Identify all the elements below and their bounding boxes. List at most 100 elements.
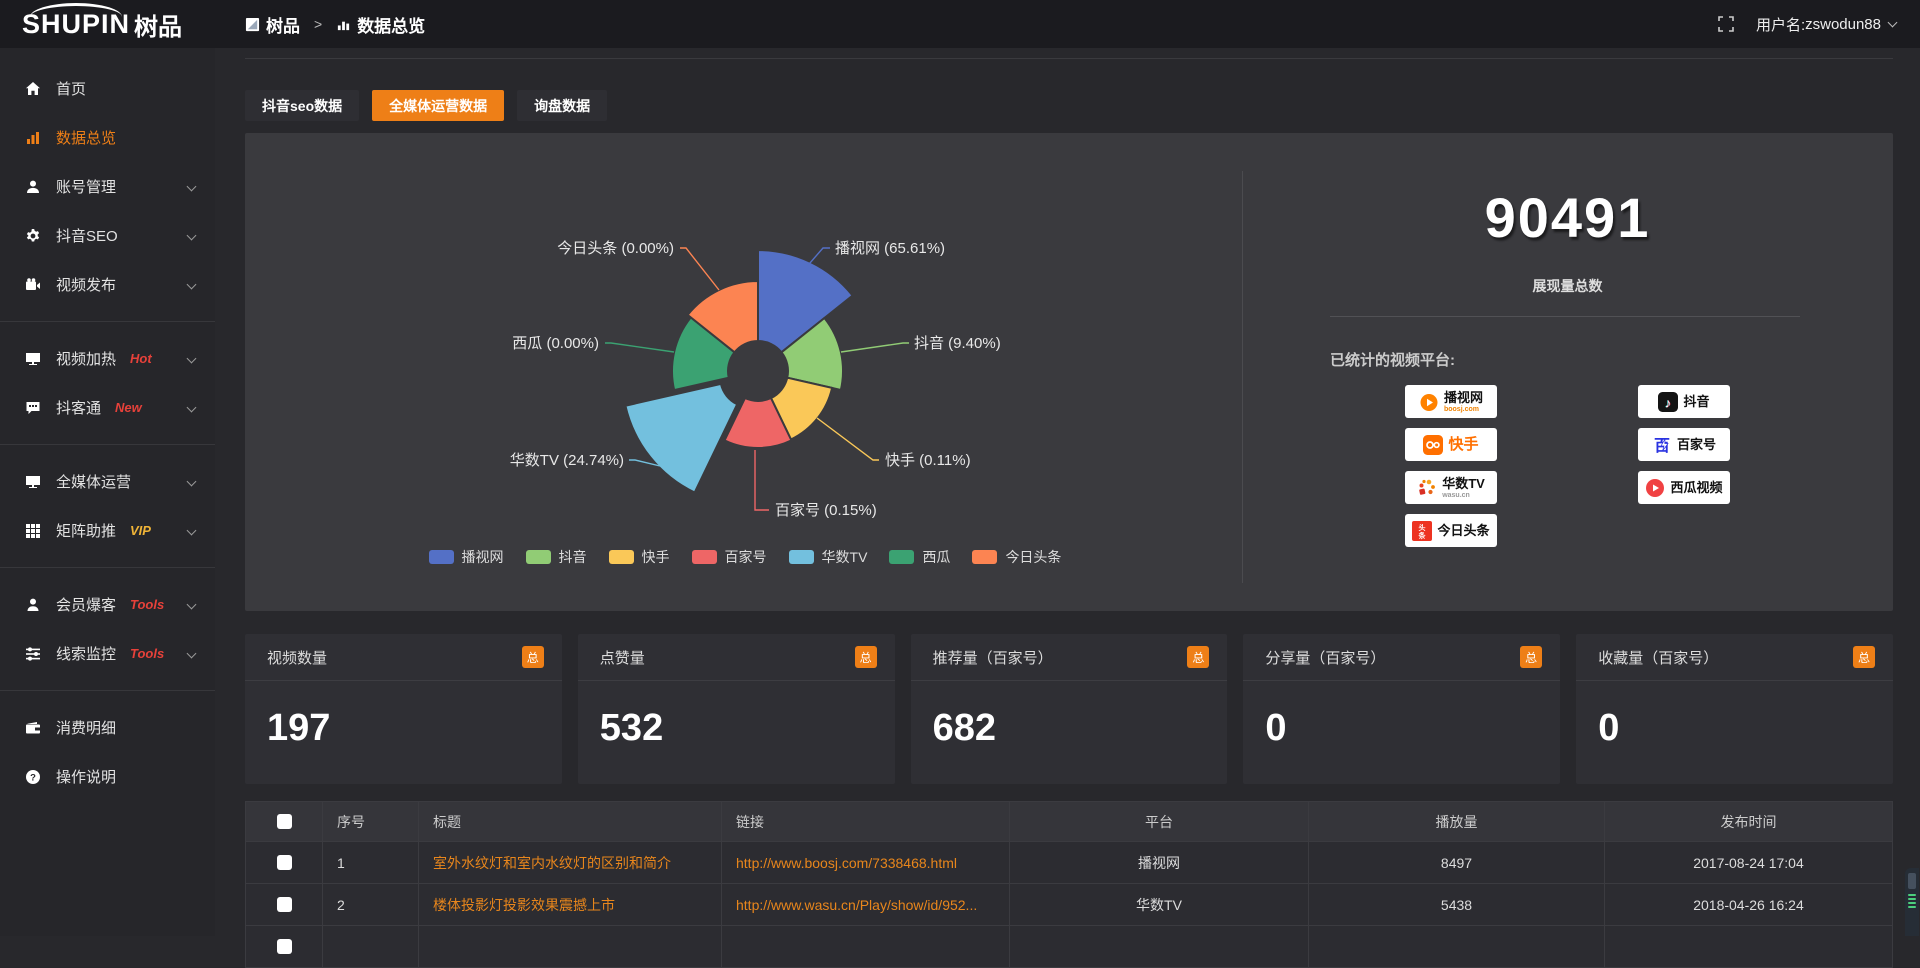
legend-label: 今日头条 <box>1005 547 1061 567</box>
tab-询盘数据[interactable]: 询盘数据 <box>517 90 607 121</box>
cell-platform <box>1010 926 1309 968</box>
data-tabs: 抖音seo数据全媒体运营数据询盘数据 <box>245 90 1893 121</box>
legend-item-西瓜[interactable]: 西瓜 <box>889 547 950 567</box>
cell-title[interactable] <box>419 926 722 968</box>
row-select-cell <box>246 926 323 968</box>
sidebar-divider <box>0 321 215 322</box>
app-square-icon <box>245 17 260 32</box>
breadcrumb-current[interactable]: 数据总览 <box>357 12 425 37</box>
cell-link[interactable]: http://www.boosj.com/7338468.html <box>722 842 1010 884</box>
legend-swatch <box>889 550 914 564</box>
sidebar-item-数据总览[interactable]: 数据总览 <box>0 113 215 162</box>
legend-item-抖音[interactable]: 抖音 <box>526 547 587 567</box>
cell-title[interactable]: 室外水纹灯和室内水纹灯的区别和简介 <box>419 842 722 884</box>
chevron-down-icon <box>187 600 197 610</box>
platform-badge-西瓜视频[interactable]: 西瓜视频 <box>1638 471 1730 504</box>
col-title: 标题 <box>419 802 722 842</box>
cell-link[interactable] <box>722 926 1010 968</box>
row-checkbox[interactable] <box>277 897 292 912</box>
sidebar-item-视频发布[interactable]: 视频发布 <box>0 260 215 309</box>
sidebar-item-全媒体运营[interactable]: 全媒体运营 <box>0 457 215 506</box>
table-header-row: 序号 标题 链接 平台 播放量 发布时间 <box>246 802 1893 842</box>
stat-card-header: 推荐量（百家号）总 <box>911 634 1228 681</box>
tab-抖音seo数据[interactable]: 抖音seo数据 <box>245 90 359 121</box>
total-badge[interactable]: 总 <box>855 646 877 668</box>
platform-name: 今日头条 <box>1437 524 1489 537</box>
svg-text:?: ? <box>30 772 36 783</box>
platform-badge-抖音[interactable]: ♪♪♪抖音 <box>1638 385 1730 418</box>
total-badge[interactable]: 总 <box>1520 646 1542 668</box>
legend-item-今日头条[interactable]: 今日头条 <box>972 547 1061 567</box>
sidebar-item-账号管理[interactable]: 账号管理 <box>0 162 215 211</box>
legend-item-百家号[interactable]: 百家号 <box>692 547 767 567</box>
platform-badge-百家号[interactable]: 百百家号 <box>1638 428 1730 461</box>
wallet-icon <box>24 720 42 736</box>
cell-title[interactable]: 楼体投影灯投影效果震撼上市 <box>419 884 722 926</box>
stat-card-value: 532 <box>578 681 895 750</box>
fullscreen-icon[interactable] <box>1718 16 1734 32</box>
svg-text:条: 条 <box>1418 531 1427 540</box>
rose-pie-chart[interactable]: 播视网 (65.61%)抖音 (9.40%)快手 (0.11%)百家号 (0.1… <box>245 133 1245 611</box>
wasu-icon <box>1417 478 1437 498</box>
label-leader-line <box>680 248 719 290</box>
total-badge[interactable]: 总 <box>1853 646 1875 668</box>
sidebar-item-消费明细[interactable]: 消费明细 <box>0 703 215 752</box>
platform-name: 华数TV <box>1442 477 1485 490</box>
cell-platform: 播视网 <box>1010 842 1309 884</box>
chevron-down-icon <box>187 649 197 659</box>
person-icon <box>24 597 42 613</box>
platform-badge-快手[interactable]: 快手 <box>1405 428 1497 461</box>
stat-card-title: 收藏量（百家号） <box>1598 647 1718 668</box>
legend-label: 华数TV <box>822 547 868 567</box>
legend-item-华数TV[interactable]: 华数TV <box>789 547 868 567</box>
breadcrumb-home[interactable]: 树品 <box>266 12 300 37</box>
stat-card-header: 视频数量总 <box>245 634 562 681</box>
chevron-down-icon <box>187 526 197 536</box>
cell-plays <box>1309 926 1605 968</box>
sidebar-divider <box>0 690 215 691</box>
username-value[interactable]: zswodun88 <box>1805 16 1881 33</box>
total-badge[interactable]: 总 <box>522 646 544 668</box>
label-leader-line <box>817 418 879 460</box>
svg-text:♪: ♪ <box>1665 395 1672 410</box>
legend-item-播视网[interactable]: 播视网 <box>429 547 504 567</box>
table-row <box>246 926 1893 968</box>
row-checkbox[interactable] <box>277 855 292 870</box>
stat-card-value: 0 <box>1243 681 1560 750</box>
label-leader-line <box>841 343 909 352</box>
sidebar-item-首页[interactable]: 首页 <box>0 64 215 113</box>
cell-link[interactable]: http://www.wasu.cn/Play/show/id/952... <box>722 884 1010 926</box>
sidebar-item-label: 账号管理 <box>56 176 116 197</box>
platform-badge-今日头条[interactable]: 头条今日头条 <box>1405 514 1497 547</box>
sidebar-item-label: 全媒体运营 <box>56 471 131 492</box>
sidebar-item-label: 视频发布 <box>56 274 116 295</box>
pie-slice-华数TV[interactable] <box>625 384 737 493</box>
legend-item-快手[interactable]: 快手 <box>609 547 670 567</box>
legend-swatch <box>429 550 454 564</box>
sidebar-item-操作说明[interactable]: ?操作说明 <box>0 752 215 801</box>
platform-name: 抖音 <box>1683 395 1709 408</box>
select-all-checkbox[interactable] <box>277 814 292 829</box>
total-badge[interactable]: 总 <box>1187 646 1209 668</box>
sidebar-item-抖音SEO[interactable]: 抖音SEO <box>0 211 215 260</box>
row-checkbox[interactable] <box>277 939 292 954</box>
tab-全媒体运营数据[interactable]: 全媒体运营数据 <box>372 90 504 121</box>
chevron-down-icon[interactable] <box>1888 17 1898 27</box>
floating-service-widget[interactable] <box>1905 868 1919 936</box>
sidebar-item-label: 抖客通 <box>56 397 101 418</box>
col-no: 序号 <box>323 802 419 842</box>
